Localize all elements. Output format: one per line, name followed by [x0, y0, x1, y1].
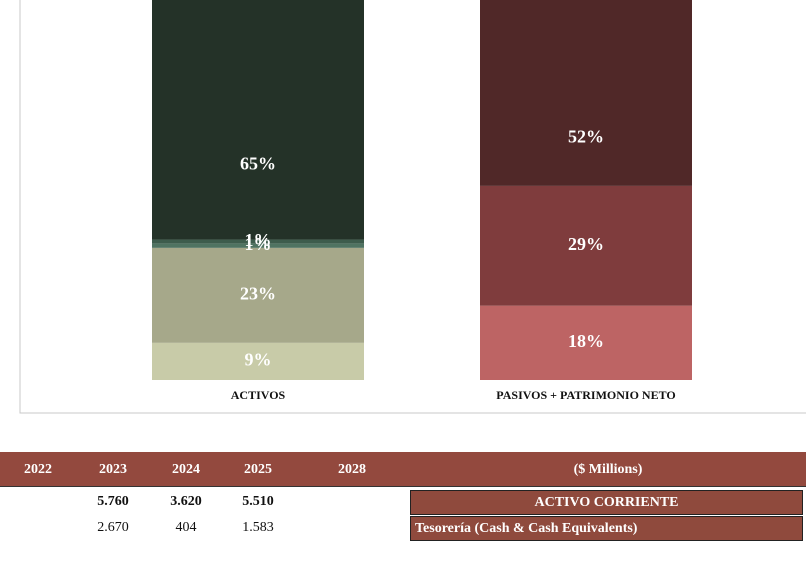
- category-label: ACTIVOS: [231, 388, 286, 402]
- bar-segment: [480, 305, 692, 380]
- bar-segment: [152, 247, 364, 343]
- header-cell: 2028: [338, 461, 366, 477]
- table-cell: 5.760: [97, 494, 129, 509]
- data-label: 1%: [245, 234, 272, 254]
- bar-segment: [480, 0, 692, 186]
- category-label: PASIVOS + PATRIMONIO NETO: [496, 388, 675, 402]
- header-cell: ($ Millions): [573, 461, 643, 477]
- data-label: 18%: [568, 331, 604, 351]
- data-label: 29%: [568, 234, 604, 254]
- table-cell: 1.583: [242, 520, 274, 535]
- bar-segment: [480, 185, 692, 306]
- data-label: 23%: [240, 283, 276, 303]
- table-header-bg: [0, 452, 806, 487]
- bar-segment: [152, 243, 364, 248]
- table-cell: 5.510: [242, 494, 274, 509]
- header-cell: 2022: [24, 461, 52, 477]
- data-label: 52%: [568, 127, 604, 147]
- header-cell: 2024: [172, 461, 200, 477]
- bar-segment: [152, 239, 364, 244]
- table-cell: 404: [175, 520, 197, 535]
- data-label: 65%: [240, 153, 276, 173]
- table-cell: 2.670: [97, 520, 129, 535]
- data-label: 1%: [245, 230, 272, 250]
- table-cell: 3.620: [170, 494, 202, 509]
- header-cell: 2023: [99, 461, 127, 477]
- chart: 9% 23% 1%1% 65% ACTIVOS 18% 29% 52% PASIVOS + PA…: [19, 0, 806, 414]
- bar-segment: [152, 0, 364, 240]
- data-label: 9%: [245, 350, 272, 370]
- header-cell: 2025: [244, 461, 272, 477]
- row-label: Tesorería (Cash & Cash Equivalents): [410, 516, 803, 541]
- row-label: ACTIVO CORRIENTE: [410, 490, 803, 515]
- bar-segment: [152, 342, 364, 380]
